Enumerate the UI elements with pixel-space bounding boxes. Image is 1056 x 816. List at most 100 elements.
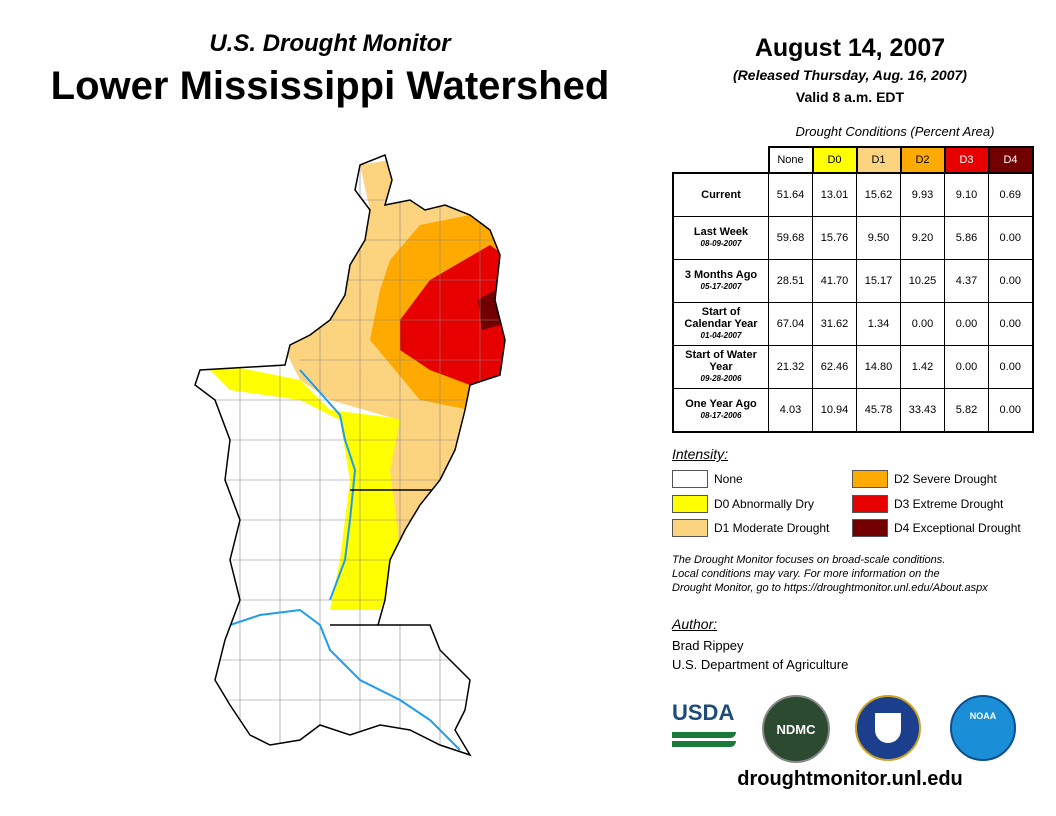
row-date: 05-17-2007: [700, 282, 742, 291]
row-label: Last Week 08-09-2007: [672, 216, 769, 260]
cell-none: 59.68: [768, 216, 813, 260]
cell-d1: 15.17: [856, 259, 901, 303]
cell-d2: 33.43: [900, 388, 945, 433]
disclaimer-note: The Drought Monitor focuses on broad-sca…: [672, 553, 1052, 595]
map-subtitle: U.S. Drought Monitor: [209, 30, 451, 57]
row-label-text: Last Week: [693, 226, 749, 238]
row-label: Start of Calendar Year 01-04-2007: [672, 302, 769, 346]
row-label-text: One Year Ago: [685, 398, 757, 410]
commerce-seal-logo: [855, 695, 921, 761]
legend-label: D0 Abnormally Dry: [714, 497, 815, 511]
row-label: Current: [672, 172, 769, 217]
row-date: 08-09-2007: [700, 239, 742, 248]
table-row: Current 51.64 13.01 15.62 9.93 9.10 0.69: [672, 172, 1033, 217]
row-date: 08-17-2006: [700, 411, 742, 420]
cell-none: 67.04: [768, 302, 813, 346]
legend-label: None: [714, 472, 743, 486]
legend-item: D3 Extreme Drought: [852, 495, 1003, 513]
cell-d1: 14.80: [856, 345, 901, 389]
legend-label: D2 Severe Drought: [894, 472, 997, 486]
legend-swatch: [852, 519, 888, 537]
ndmc-logo-text: NDMC: [776, 721, 816, 737]
row-label-text: Start of Calendar Year: [684, 306, 758, 330]
legend-label: D4 Exceptional Drought: [894, 521, 1021, 535]
column-header-d4: D4: [987, 146, 1034, 174]
legend-title: Intensity:: [672, 446, 729, 462]
cell-d2: 9.20: [900, 216, 945, 260]
cell-d0: 13.01: [812, 172, 857, 217]
noaa-logo-text: NOAA: [969, 711, 997, 721]
author-name: Brad Rippey: [672, 638, 744, 653]
cell-d3: 5.86: [944, 216, 989, 260]
drought-conditions-table: None D0 D1 D2 D3 D4 Current 51.64 13.01 15.62 9.9…: [672, 146, 1034, 433]
d0-area: [200, 360, 420, 610]
cell-d4: 0.00: [988, 388, 1033, 433]
author-heading: Author:: [672, 616, 718, 632]
table-row: Last Week 08-09-2007 59.68 15.76 9.50 9.20 5.8…: [672, 216, 1033, 260]
row-date: 09-28-2006: [700, 374, 742, 383]
legend-item: D4 Exceptional Drought: [852, 519, 1021, 537]
legend-item: D1 Moderate Drought: [672, 519, 829, 537]
author-org: U.S. Department of Agriculture: [672, 657, 849, 672]
table-caption: Drought Conditions (Percent Area): [795, 124, 995, 139]
river: [214, 369, 461, 751]
cell-d0: 62.46: [812, 345, 857, 389]
cell-d2: 10.25: [900, 259, 945, 303]
noaa-logo: NOAA: [950, 695, 1016, 761]
cell-d4: 0.00: [988, 259, 1033, 303]
cell-d2: 0.00: [900, 302, 945, 346]
column-header-d2: D2: [899, 146, 946, 174]
cell-d2: 1.42: [900, 345, 945, 389]
cell-none: 21.32: [768, 345, 813, 389]
none-area: [0, 0, 660, 816]
cell-d0: 15.76: [812, 216, 857, 260]
valid-time: Valid 8 a.m. EDT: [795, 89, 905, 105]
cell-d0: 41.70: [812, 259, 857, 303]
cell-d2: 9.93: [900, 172, 945, 217]
cell-d1: 9.50: [856, 216, 901, 260]
legend-label: D1 Moderate Drought: [714, 521, 830, 535]
cell-d4: 0.00: [988, 216, 1033, 260]
cell-d3: 0.00: [944, 302, 989, 346]
release-date: (Released Thursday, Aug. 16, 2007): [733, 67, 967, 83]
ndmc-logo: NDMC: [762, 695, 830, 763]
cell-d3: 9.10: [944, 172, 989, 217]
row-label: Start of Water Year 09-28-2006: [672, 345, 769, 389]
row-label-text: Start of Water Year: [685, 349, 757, 373]
row-label: One Year Ago 08-17-2006: [672, 388, 769, 433]
table-row: Start of Calendar Year 01-04-2007 67.04 31.…: [672, 302, 1033, 346]
legend-swatch: [672, 470, 708, 488]
note-line: Drought Monitor, go to https://droughtmo…: [672, 582, 988, 594]
legend-label: D3 Extreme Drought: [894, 497, 1004, 511]
column-header-none: None: [767, 146, 814, 174]
cell-d0: 31.62: [812, 302, 857, 346]
legend-swatch: [852, 470, 888, 488]
table-row: 3 Months Ago 05-17-2007 28.51 41.70 15.17 10.…: [672, 259, 1033, 303]
legend-swatch: [672, 495, 708, 513]
row-label-text: Current: [701, 189, 741, 201]
cell-d4: 0.00: [988, 345, 1033, 389]
legend-swatch: [672, 519, 708, 537]
column-header-d1: D1: [855, 146, 902, 174]
cell-d4: 0.69: [988, 172, 1033, 217]
legend-item: D2 Severe Drought: [852, 470, 997, 488]
column-header-d0: D0: [811, 146, 858, 174]
row-label-text: 3 Months Ago: [684, 269, 758, 281]
table-row: Start of Water Year 09-28-2006 21.32 62.46 1…: [672, 345, 1033, 389]
legend-swatch: [852, 495, 888, 513]
cell-none: 28.51: [768, 259, 813, 303]
legend-item: None: [672, 470, 743, 488]
website-url[interactable]: droughtmonitor.unl.edu: [737, 768, 963, 790]
note-line: The Drought Monitor focuses on broad-sca…: [672, 554, 946, 566]
cell-d3: 5.82: [944, 388, 989, 433]
row-date: 01-04-2007: [700, 331, 742, 340]
usda-logo: USDA: [672, 700, 736, 750]
cell-d4: 0.00: [988, 302, 1033, 346]
map-title: Lower Mississippi Watershed: [50, 64, 610, 108]
note-line: Local conditions may vary. For more info…: [672, 568, 940, 580]
row-label: 3 Months Ago 05-17-2007: [672, 259, 769, 303]
cell-none: 4.03: [768, 388, 813, 433]
column-header-d3: D3: [943, 146, 990, 174]
cell-d1: 45.78: [856, 388, 901, 433]
legend-item: D0 Abnormally Dry: [672, 495, 814, 513]
